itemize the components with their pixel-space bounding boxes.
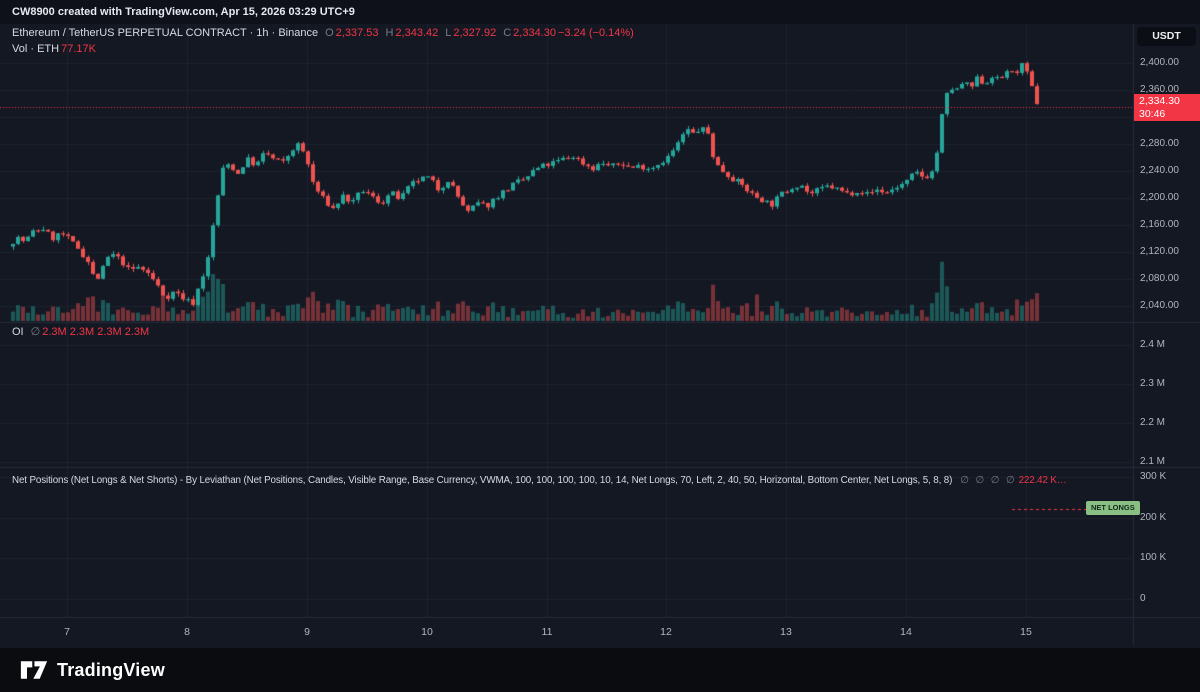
time-axis-label[interactable]: 13 — [780, 626, 792, 638]
time-axis-label[interactable]: 9 — [304, 626, 310, 638]
time-axis-label[interactable]: 10 — [421, 626, 433, 638]
last-price-value: 2,334.30 — [1139, 95, 1180, 107]
high-value: 2,343.42 — [395, 27, 439, 39]
watermark-text: CW8900 created with TradingView.com, Apr… — [12, 6, 355, 18]
time-axis-label[interactable]: 8 — [184, 626, 190, 638]
price-axis-label[interactable]: 2,120.00 — [1140, 246, 1179, 257]
price-axis-label[interactable]: 2,400.00 — [1140, 57, 1179, 68]
net-axis-label[interactable]: 100 K — [1140, 552, 1167, 563]
net-axis-label[interactable]: 200 K — [1140, 512, 1167, 523]
price-axis-label[interactable]: 2,240.00 — [1140, 165, 1179, 176]
time-axis-label[interactable]: 11 — [541, 626, 553, 638]
tradingview-wordmark: TradingView — [57, 659, 165, 680]
price-axis-label[interactable]: 2,080.00 — [1140, 273, 1179, 284]
ghost-icons: ∅ ∅ ∅ ∅ — [960, 475, 1017, 486]
price-axis-label[interactable]: 2,360.00 — [1140, 84, 1179, 95]
oi-title[interactable]: OI — [12, 325, 24, 338]
price-axis-label[interactable]: 2,160.00 — [1140, 219, 1179, 230]
time-axis-label[interactable]: 12 — [660, 626, 672, 638]
net-axis-label[interactable]: 0 — [1140, 593, 1146, 604]
oi-values: 2.3M 2.3M 2.3M 2.3M — [42, 325, 150, 338]
low-label: L — [445, 27, 452, 39]
oi-axis-label[interactable]: 2.1 M — [1140, 456, 1166, 467]
oi-axis-label[interactable]: 2.4 M — [1140, 339, 1166, 350]
net-longs-tag: NET LONGS — [1086, 501, 1140, 515]
footer-bar: TradingView — [0, 648, 1200, 692]
tradingview-logo-icon — [20, 661, 48, 679]
open-value: 2,337.53 — [335, 27, 379, 39]
bar-countdown: 30:46 — [1139, 108, 1166, 120]
open-label: O — [325, 27, 334, 39]
high-label: H — [385, 27, 394, 39]
symbol-title[interactable]: Ethereum / TetherUS PERPETUAL CONTRACT ·… — [12, 27, 319, 39]
volume-label[interactable]: Vol · ETH — [12, 43, 60, 55]
price-axis-label[interactable]: 2,040.00 — [1140, 300, 1179, 311]
chart-area: Ethereum / TetherUS PERPETUAL CONTRACT ·… — [0, 24, 1200, 648]
time-axis-label[interactable]: 7 — [64, 626, 70, 638]
volume-legend[interactable]: Vol · ETH 77.17K — [12, 43, 96, 55]
time-axis-label[interactable]: 14 — [900, 626, 912, 638]
net-positions-value: 222.42 K… — [1018, 475, 1067, 486]
ghost-icon: ∅ — [30, 326, 41, 338]
oi-axis-label[interactable]: 2.3 M — [1140, 378, 1166, 389]
close-label: C — [503, 27, 512, 39]
change-value: −3.24 (−0.14%) — [557, 27, 634, 39]
oi-legend[interactable]: OI ∅ 2.3M 2.3M 2.3M 2.3M — [12, 325, 150, 339]
symbol-legend[interactable]: Ethereum / TetherUS PERPETUAL CONTRACT ·… — [12, 27, 634, 39]
net-positions-title[interactable]: Net Positions (Net Longs & Net Shorts) -… — [12, 475, 953, 486]
price-axis-label[interactable]: 2,280.00 — [1140, 138, 1179, 149]
time-axis-label[interactable]: 15 — [1020, 626, 1032, 638]
watermark-bar: CW8900 created with TradingView.com, Apr… — [0, 0, 1200, 24]
last-price-tag: 2,334.30 30:46 — [1134, 94, 1200, 121]
currency-badge[interactable]: USDT — [1137, 27, 1196, 46]
chart-canvas[interactable] — [0, 24, 1200, 648]
oi-axis-label[interactable]: 2.2 M — [1140, 417, 1166, 428]
low-value: 2,327.92 — [453, 27, 497, 39]
net-axis-label[interactable]: 300 K — [1140, 471, 1167, 482]
net-positions-legend[interactable]: Net Positions (Net Longs & Net Shorts) -… — [12, 475, 1067, 486]
price-axis-label[interactable]: 2,200.00 — [1140, 192, 1179, 203]
close-value: 2,334.30 — [513, 27, 556, 39]
volume-value: 77.17K — [61, 43, 96, 55]
